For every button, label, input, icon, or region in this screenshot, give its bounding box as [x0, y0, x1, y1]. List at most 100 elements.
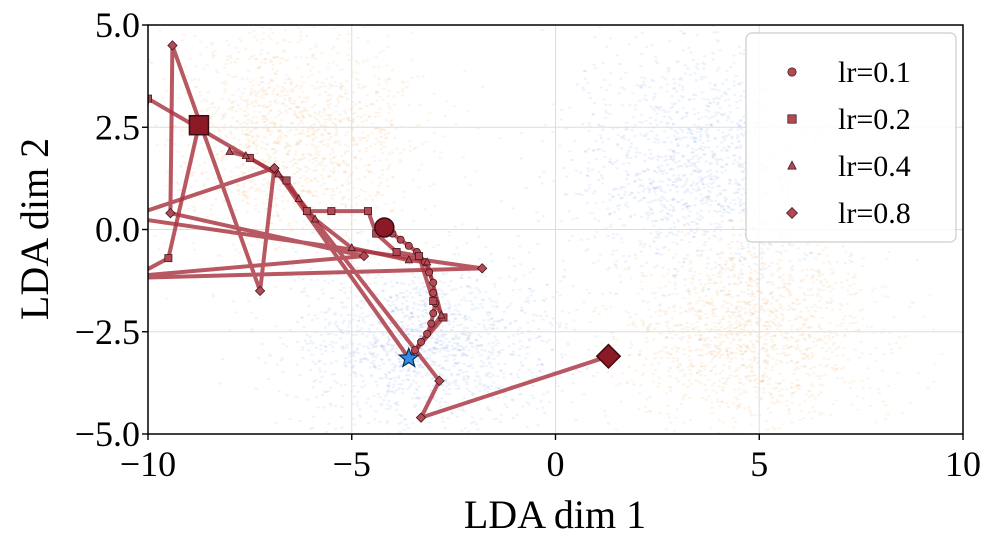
density-dot	[733, 94, 736, 96]
density-dot	[491, 342, 494, 344]
density-dot	[234, 311, 237, 313]
density-dot	[276, 214, 279, 216]
density-dot	[299, 177, 302, 179]
density-dot	[618, 204, 621, 206]
density-dot	[677, 270, 680, 272]
density-dot	[354, 103, 357, 105]
density-dot	[305, 224, 308, 226]
density-dot	[683, 279, 686, 281]
density-dot	[231, 101, 234, 103]
density-dot	[463, 410, 466, 412]
density-dot	[347, 326, 350, 328]
density-dot	[407, 374, 410, 376]
density-dot	[369, 367, 372, 369]
density-dot	[310, 143, 313, 145]
density-dot	[446, 356, 449, 358]
density-dot	[248, 141, 251, 143]
density-dot	[475, 423, 478, 425]
density-dot	[707, 99, 710, 101]
density-dot	[692, 18, 695, 20]
density-dot	[673, 152, 676, 154]
density-dot	[201, 100, 204, 102]
density-dot	[357, 87, 360, 89]
density-dot	[450, 382, 453, 384]
density-dot	[584, 250, 587, 252]
density-dot	[419, 104, 422, 106]
density-dot	[388, 90, 391, 92]
density-dot	[374, 143, 377, 145]
density-dot	[696, 171, 699, 173]
density-dot	[740, 199, 743, 201]
density-dot	[406, 315, 409, 317]
density-dot	[818, 324, 821, 326]
density-dot	[424, 305, 427, 307]
density-dot	[518, 355, 521, 357]
density-dot	[803, 258, 806, 260]
density-dot	[245, 107, 248, 109]
density-dot	[519, 327, 522, 329]
density-dot	[337, 439, 340, 441]
density-dot	[216, 158, 219, 160]
density-dot	[761, 277, 764, 279]
density-dot	[743, 407, 746, 409]
density-dot	[620, 147, 623, 149]
density-dot	[256, 121, 259, 123]
density-dot	[311, 85, 314, 87]
density-dot	[611, 253, 614, 255]
density-dot	[644, 154, 647, 156]
density-dot	[285, 443, 288, 445]
density-dot	[586, 366, 589, 368]
density-dot	[933, 363, 936, 365]
density-dot	[320, 174, 323, 176]
density-dot	[346, 179, 349, 181]
density-dot	[583, 393, 586, 395]
density-dot	[761, 251, 764, 253]
density-dot	[560, 119, 563, 121]
density-dot	[782, 317, 785, 319]
density-dot	[532, 268, 535, 270]
density-dot	[466, 437, 469, 439]
density-dot	[382, 445, 385, 447]
density-dot	[366, 261, 369, 263]
density-dot	[223, 169, 226, 171]
density-dot	[394, 299, 397, 301]
density-dot	[213, 146, 216, 148]
density-dot	[347, 165, 350, 167]
density-dot	[177, 189, 180, 191]
density-dot	[276, 364, 279, 366]
density-dot	[494, 301, 497, 303]
density-dot	[452, 338, 455, 340]
density-dot	[724, 137, 727, 139]
density-dot	[395, 127, 398, 129]
density-dot	[288, 150, 291, 152]
density-dot	[727, 145, 730, 147]
density-dot	[329, 117, 332, 119]
density-dot	[264, 148, 267, 150]
density-dot	[723, 139, 726, 141]
density-dot	[376, 354, 379, 356]
density-dot	[300, 436, 303, 438]
density-dot	[262, 203, 265, 205]
density-dot	[593, 149, 596, 151]
density-dot	[593, 217, 596, 219]
density-dot	[254, 184, 257, 186]
density-dot	[385, 318, 388, 320]
density-dot	[562, 260, 565, 262]
density-dot	[678, 160, 681, 162]
density-dot	[579, 371, 582, 373]
density-dot	[327, 423, 330, 425]
density-dot	[369, 283, 372, 285]
density-dot	[387, 167, 390, 169]
density-dot	[414, 367, 417, 369]
density-dot	[668, 116, 671, 118]
density-dot	[675, 417, 678, 419]
density-dot	[630, 379, 633, 381]
density-dot	[882, 401, 885, 403]
density-dot	[393, 201, 396, 203]
density-dot	[415, 329, 418, 331]
density-dot	[267, 267, 270, 269]
density-dot	[571, 235, 574, 237]
density-dot	[374, 277, 377, 279]
density-dot	[465, 334, 468, 336]
density-dot	[270, 79, 273, 81]
